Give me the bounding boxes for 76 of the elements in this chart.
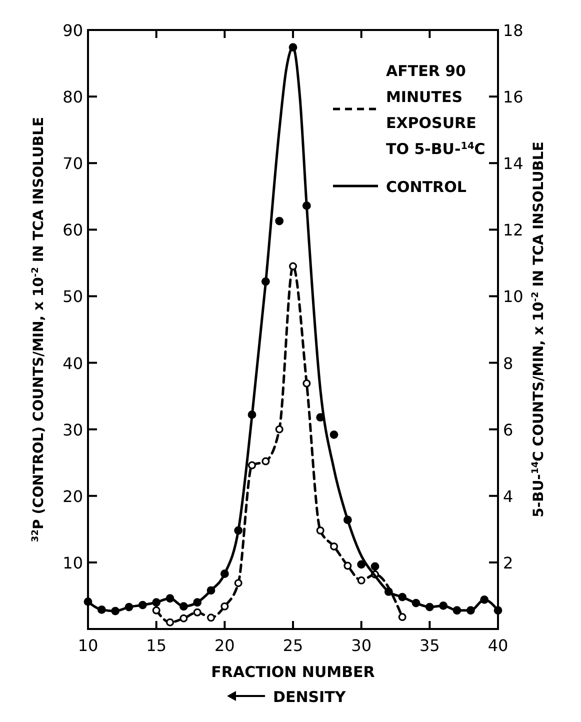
point bbox=[302, 202, 311, 210]
point bbox=[384, 588, 393, 596]
y-tick-label: 80 bbox=[62, 88, 83, 107]
point bbox=[275, 216, 284, 226]
point bbox=[261, 277, 270, 286]
point bbox=[344, 562, 352, 570]
point bbox=[439, 602, 448, 610]
y2-tick-label: 18 bbox=[503, 21, 524, 40]
point bbox=[111, 606, 120, 616]
y-tick-label: 50 bbox=[62, 287, 83, 306]
point bbox=[97, 606, 106, 614]
point bbox=[179, 602, 188, 611]
point bbox=[234, 579, 242, 588]
point bbox=[193, 598, 202, 607]
point bbox=[425, 602, 434, 612]
legend-label: AFTER 90 MINUTES EXPOSURE TO 5-BU-$^{14}$C bbox=[386, 62, 486, 158]
text: DENSITY bbox=[273, 688, 347, 706]
y2-tick-label: 6 bbox=[503, 420, 514, 440]
point bbox=[289, 262, 297, 270]
point bbox=[206, 586, 216, 595]
point bbox=[84, 598, 92, 606]
point bbox=[180, 614, 188, 622]
y2-tick-label: 8 bbox=[503, 354, 514, 373]
point bbox=[288, 43, 298, 52]
point bbox=[330, 430, 338, 439]
point bbox=[220, 570, 229, 578]
y-tick-label: 20 bbox=[62, 486, 83, 506]
point bbox=[124, 602, 134, 612]
point bbox=[330, 542, 338, 550]
y2-tick-label: 12 bbox=[503, 220, 524, 240]
point bbox=[412, 598, 420, 608]
point bbox=[193, 608, 202, 616]
point bbox=[152, 598, 161, 607]
legend-label: CONTROL bbox=[386, 178, 467, 196]
y-tick-label: 60 bbox=[62, 220, 83, 240]
point bbox=[248, 410, 256, 419]
point bbox=[152, 606, 160, 614]
point bbox=[480, 596, 489, 604]
x-tick-label: 30 bbox=[351, 636, 372, 655]
y-tick-label: 90 bbox=[62, 21, 83, 40]
x-axis-title: FRACTION NUMBER bbox=[211, 663, 376, 681]
point bbox=[343, 516, 352, 524]
y-tick-label: 40 bbox=[62, 354, 83, 373]
y2-tick-label: 16 bbox=[503, 88, 524, 107]
point bbox=[275, 425, 284, 434]
x-tick-label: 40 bbox=[488, 636, 508, 655]
y-tick-label: 10 bbox=[62, 553, 83, 572]
point bbox=[234, 526, 243, 535]
point bbox=[166, 618, 174, 626]
point bbox=[398, 592, 407, 602]
point bbox=[398, 613, 406, 622]
point bbox=[466, 606, 475, 615]
x-tick-label: 15 bbox=[146, 636, 167, 655]
point bbox=[302, 379, 311, 388]
point bbox=[207, 614, 215, 622]
x-tick-label: 20 bbox=[214, 636, 235, 655]
x-tick-label: 10 bbox=[78, 636, 98, 655]
y2-tick-label: 14 bbox=[503, 154, 524, 174]
point bbox=[138, 600, 147, 610]
point bbox=[166, 594, 174, 603]
y2-tick-label: 10 bbox=[503, 287, 524, 306]
point bbox=[370, 562, 380, 571]
point bbox=[248, 461, 256, 470]
x-tick-label: 25 bbox=[282, 636, 304, 655]
point bbox=[262, 457, 270, 466]
point bbox=[357, 576, 366, 584]
y-tick-label: 70 bbox=[62, 154, 83, 174]
y2-tick-label: 2 bbox=[503, 553, 514, 572]
y-tick-label: 30 bbox=[62, 420, 83, 440]
point bbox=[220, 602, 229, 610]
x-tick-label: 35 bbox=[419, 636, 440, 655]
point bbox=[357, 560, 366, 569]
point bbox=[452, 606, 462, 615]
y2-tick-label: 4 bbox=[503, 486, 514, 506]
point bbox=[494, 606, 502, 615]
point bbox=[316, 526, 324, 534]
